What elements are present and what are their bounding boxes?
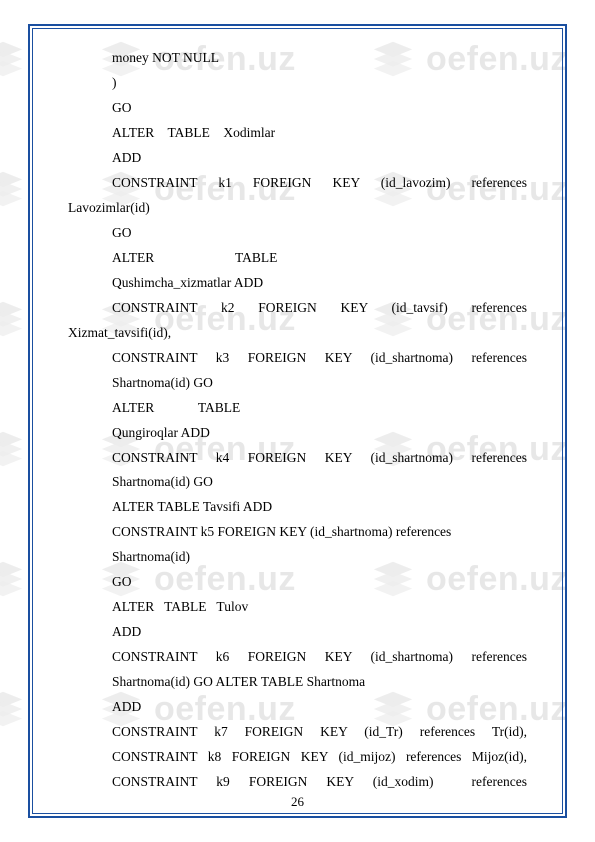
- layers-icon: [0, 166, 26, 212]
- code-line: CONSTRAINT k9 FOREIGN KEY (id_xodim) ref…: [68, 770, 527, 795]
- code-line: CONSTRAINT k4 FOREIGN KEY (id_shartnoma)…: [68, 446, 527, 471]
- code-line: ): [68, 71, 527, 96]
- code-line: ADD: [68, 620, 527, 645]
- code-line: Shartnoma(id) GO: [68, 470, 527, 495]
- code-line: ADD: [68, 695, 527, 720]
- code-line: GO: [68, 221, 527, 246]
- code-line: CONSTRAINT k7 FOREIGN KEY (id_Tr) refere…: [68, 720, 527, 745]
- page-number: 26: [0, 794, 595, 810]
- code-line: Lavozimlar(id): [68, 196, 527, 221]
- code-line: CONSTRAINT k8 FOREIGN KEY (id_mijoz) ref…: [68, 745, 527, 770]
- watermark-icon-only: [0, 426, 26, 472]
- layers-icon: [0, 556, 26, 602]
- code-line: Shartnoma(id) GO ALTER TABLE Shartnoma: [68, 670, 527, 695]
- code-line: CONSTRAINT k5 FOREIGN KEY (id_shartnoma)…: [68, 520, 527, 570]
- code-line: Xizmat_tavsifi(id),: [68, 321, 527, 346]
- layers-icon: [0, 36, 26, 82]
- code-line: Qushimcha_xizmatlar ADD: [68, 271, 527, 296]
- watermark-icon-only: [0, 556, 26, 602]
- code-line: CONSTRAINT k1 FOREIGN KEY (id_lavozim) r…: [68, 171, 527, 196]
- layers-icon: [0, 296, 26, 342]
- watermark-icon-only: [0, 36, 26, 82]
- code-line: GO: [68, 570, 527, 595]
- code-line: CONSTRAINT k6 FOREIGN KEY (id_shartnoma)…: [68, 645, 527, 670]
- code-line: ADD: [68, 146, 527, 171]
- code-line: ALTER TABLE: [68, 246, 527, 271]
- document-body: money NOT NULL)GOALTER TABLE XodimlarADD…: [68, 46, 527, 794]
- code-line: CONSTRAINT k2 FOREIGN KEY (id_tavsif) re…: [68, 296, 527, 321]
- layers-icon: [0, 686, 26, 732]
- code-line: Shartnoma(id) GO: [68, 371, 527, 396]
- code-line: ALTER TABLE Tavsifi ADD: [68, 495, 527, 520]
- code-line: GO: [68, 96, 527, 121]
- code-line: CONSTRAINT k3 FOREIGN KEY (id_shartnoma)…: [68, 346, 527, 371]
- watermark-icon-only: [0, 296, 26, 342]
- code-line: ALTER TABLE Xodimlar: [68, 121, 527, 146]
- watermark-icon-only: [0, 166, 26, 212]
- layers-icon: [0, 426, 26, 472]
- code-line: ALTER TABLE Tulov: [68, 595, 527, 620]
- watermark-icon-only: [0, 686, 26, 732]
- code-line: Qungiroqlar ADD: [68, 421, 527, 446]
- code-line: money NOT NULL: [68, 46, 527, 71]
- code-line: ALTER TABLE: [68, 396, 527, 421]
